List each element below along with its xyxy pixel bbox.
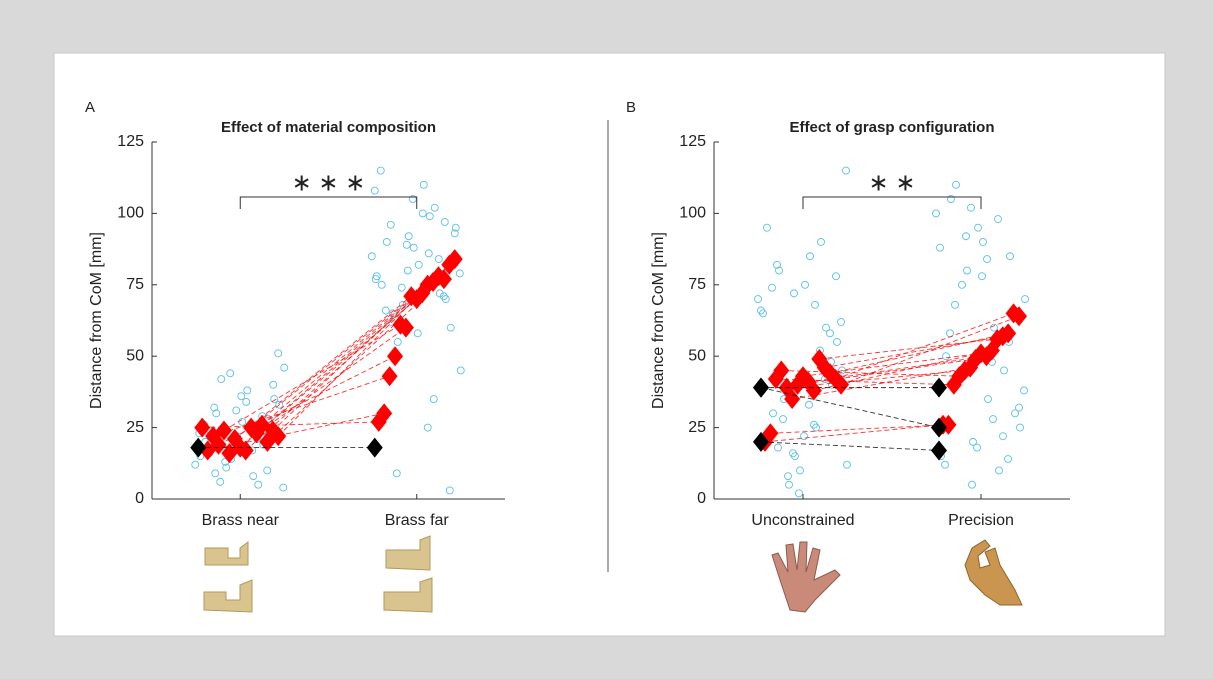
panel-label: B [626, 99, 636, 116]
y-tick-label: 0 [697, 490, 706, 507]
x-tick-label: Precision [948, 512, 1014, 529]
y-tick-label: 50 [126, 347, 144, 364]
y-axis-label: Distance from CoM [mm] [88, 232, 105, 409]
significance-label: ∗ ∗ [869, 169, 916, 196]
y-tick-label: 125 [679, 133, 706, 150]
y-tick-label: 100 [679, 205, 706, 222]
y-axis-label: Distance from CoM [mm] [650, 232, 667, 409]
chart-title: Effect of material composition [221, 119, 436, 136]
figure: A Effect of material composition Distance … [0, 0, 1213, 679]
y-tick-label: 75 [126, 276, 144, 293]
y-tick-label: 25 [126, 419, 144, 436]
significance-label: ∗ ∗ ∗ [292, 169, 366, 196]
y-tick-label: 50 [688, 347, 706, 364]
chart-title: Effect of grasp configuration [789, 119, 994, 136]
panel-label: A [85, 99, 95, 116]
y-tick-label: 100 [117, 205, 144, 222]
x-tick-label: Unconstrained [751, 512, 854, 529]
y-tick-label: 25 [688, 419, 706, 436]
x-tick-label: Brass far [385, 512, 450, 529]
y-tick-label: 0 [135, 490, 144, 507]
x-tick-label: Brass near [202, 512, 280, 529]
y-tick-label: 75 [688, 276, 706, 293]
y-tick-label: 125 [117, 133, 144, 150]
